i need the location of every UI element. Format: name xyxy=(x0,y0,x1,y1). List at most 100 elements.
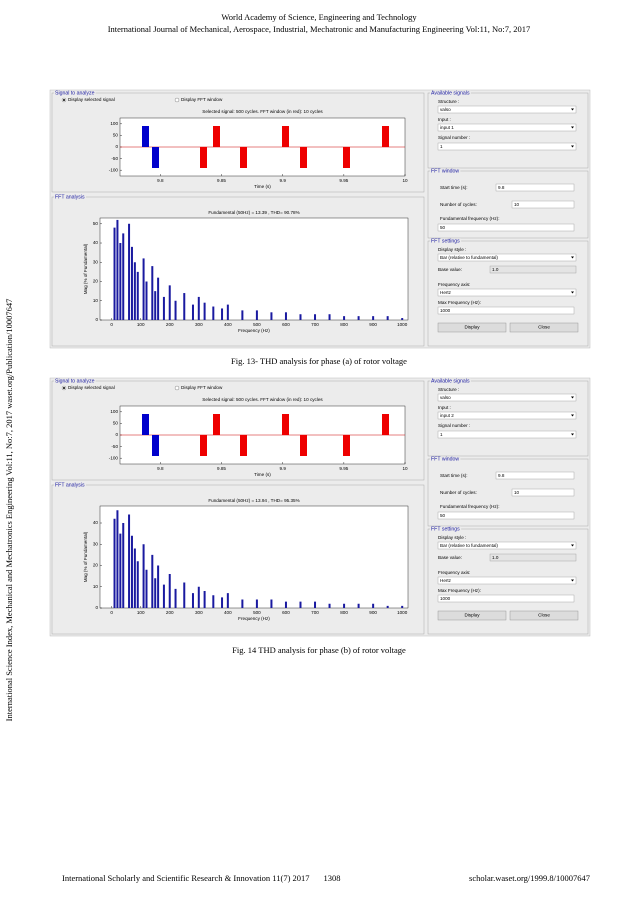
fft-bar xyxy=(183,582,186,608)
gui-text: Input : xyxy=(438,117,451,122)
fft-bar xyxy=(386,605,389,608)
dropdown-arrow xyxy=(571,433,574,436)
fft-bar xyxy=(328,603,331,608)
button[interactable] xyxy=(437,610,507,621)
pulse xyxy=(213,126,220,147)
edit-box[interactable] xyxy=(437,511,575,520)
edit-box[interactable] xyxy=(489,553,577,562)
figure-caption: Fig. 14 THD analysis for phase (b) of ro… xyxy=(232,645,406,655)
edit-box[interactable] xyxy=(511,488,575,497)
panel-title: FFT analysis xyxy=(55,194,85,200)
fft-bar xyxy=(174,588,177,608)
fft-bar xyxy=(284,601,287,608)
fft-bar xyxy=(130,535,133,608)
fft-bar xyxy=(343,603,346,608)
fft-bar xyxy=(168,574,171,608)
dropdown[interactable] xyxy=(437,123,577,132)
dropdown-arrow xyxy=(571,126,574,129)
dropdown[interactable] xyxy=(437,253,577,262)
fft-bar xyxy=(174,300,177,320)
dropdown[interactable] xyxy=(437,393,577,402)
panel-frame xyxy=(51,92,425,193)
fft-bar xyxy=(284,312,287,320)
radio-button[interactable] xyxy=(174,97,180,103)
fft-bar xyxy=(401,605,404,608)
pulse xyxy=(382,414,389,435)
gui-text: 300 xyxy=(195,610,203,615)
gui-text: 1000 xyxy=(440,596,451,601)
gui-text: valso xyxy=(440,107,451,112)
gui-text: Selected signal: 500 cycles. FFT window … xyxy=(202,397,323,402)
gui-text: 9.95 xyxy=(339,178,348,183)
button[interactable] xyxy=(509,322,579,333)
gui-text: Mag (% of Fundamental) xyxy=(83,243,88,294)
button[interactable] xyxy=(509,610,579,621)
gui-text: Display selected signal xyxy=(68,385,115,390)
gui-text: Display FFT window xyxy=(181,97,223,102)
gui-text: 50 xyxy=(440,225,446,230)
panel-title: FFT settings xyxy=(431,238,460,244)
gui-text: Frequency (Hz) xyxy=(238,616,270,621)
edit-box[interactable] xyxy=(489,265,577,274)
fft-bar xyxy=(343,316,346,320)
fft-bar xyxy=(191,304,194,320)
fft-bar xyxy=(145,569,148,608)
edit-box[interactable] xyxy=(437,306,575,315)
pulse xyxy=(142,414,149,435)
gui-text: Display selected signal xyxy=(68,97,115,102)
gui-text: 0 xyxy=(115,432,118,437)
dropdown[interactable] xyxy=(437,288,577,297)
pulse xyxy=(200,435,207,456)
gui-text: Frequency (Hz) xyxy=(238,328,270,333)
gui-text: Bar (relative to fundamental) xyxy=(440,543,498,548)
dropdown[interactable] xyxy=(437,411,577,420)
fft-bar xyxy=(154,291,157,320)
fft-bar xyxy=(133,262,136,320)
fft-bar xyxy=(122,523,125,608)
gui-text: 0 xyxy=(115,144,118,149)
gui-text: 900 xyxy=(369,322,377,327)
fft-bar xyxy=(203,302,206,320)
fft-bar xyxy=(191,593,194,608)
panel-title: Available signals xyxy=(431,378,470,384)
fft-bar xyxy=(151,266,154,320)
panel-frame xyxy=(427,240,589,347)
gui-text: 50 xyxy=(93,221,99,226)
edit-box[interactable] xyxy=(511,200,575,209)
gui-text: 0 xyxy=(95,317,98,322)
dropdown[interactable] xyxy=(437,142,577,151)
fft-bar xyxy=(116,219,119,320)
fft-bar xyxy=(157,277,160,320)
fft-bar xyxy=(241,599,244,608)
dropdown[interactable] xyxy=(437,541,577,550)
edit-box[interactable] xyxy=(437,223,575,232)
dropdown-arrow xyxy=(571,108,574,111)
button[interactable] xyxy=(437,322,507,333)
gui-text: 10 xyxy=(93,584,99,589)
dropdown-arrow xyxy=(571,544,574,547)
pulse xyxy=(152,147,159,168)
panel-frame xyxy=(427,380,589,457)
fft-bar xyxy=(119,243,122,320)
radio-button[interactable] xyxy=(174,385,180,391)
gui-text: 0 xyxy=(110,322,113,327)
edit-box[interactable] xyxy=(437,594,575,603)
pulse xyxy=(282,414,289,435)
gui-text: Time (s) xyxy=(254,472,271,477)
edit-box[interactable] xyxy=(495,183,575,192)
fft-bar xyxy=(119,533,122,608)
gui-text: valso xyxy=(440,395,451,400)
fft-bar xyxy=(133,548,136,608)
gui-text: Signal number : xyxy=(438,135,470,140)
dropdown[interactable] xyxy=(437,576,577,585)
gui-text: Hertz xyxy=(440,578,452,583)
gui-text: input 2 xyxy=(440,413,454,418)
panel-frame xyxy=(51,196,425,347)
dropdown[interactable] xyxy=(437,105,577,114)
gui-text: 10 xyxy=(402,178,408,183)
pulse xyxy=(382,126,389,147)
dropdown[interactable] xyxy=(437,430,577,439)
fft-bar xyxy=(203,591,206,608)
edit-box[interactable] xyxy=(495,471,575,480)
gui-text: 9.8 xyxy=(157,178,164,183)
